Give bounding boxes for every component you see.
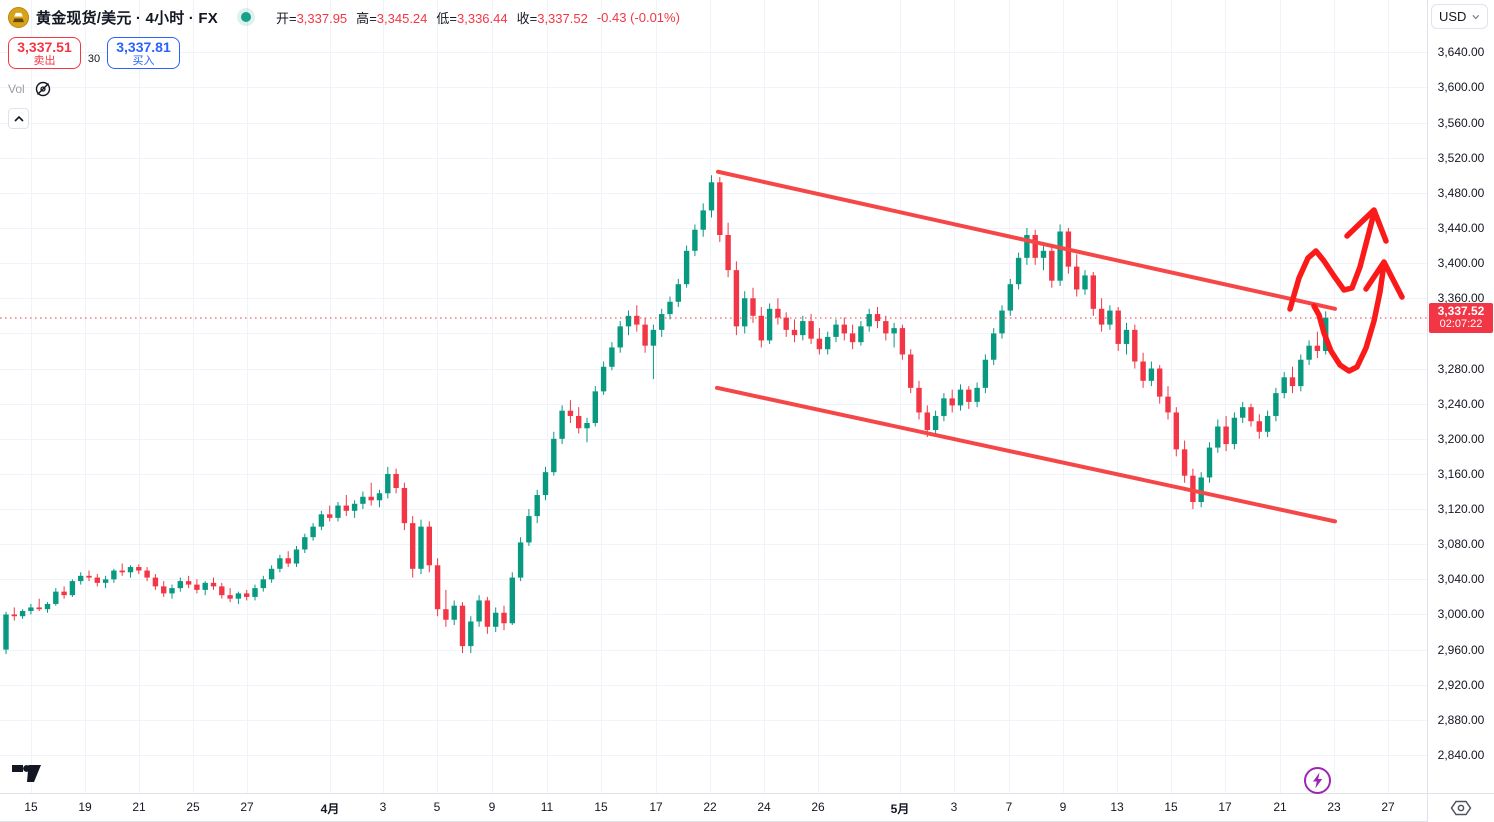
- chevron-down-icon: [1472, 14, 1480, 19]
- buy-price: 3,337.81: [116, 39, 171, 55]
- time-axis-label: 15: [24, 800, 38, 814]
- time-axis[interactable]: 15 19 21 25 27 4月 3 5 9 11 15 17 22 24 26 5月 3 7 9 13 15 17 21…: [0, 793, 1427, 822]
- ohlc-low-value: 3,336.44: [457, 10, 508, 26]
- time-axis-label: 22: [703, 800, 717, 814]
- gold-symbol-icon: [8, 6, 29, 28]
- price-axis-label: 2,840.00: [1437, 748, 1485, 763]
- chart-legend: 黄金现货/美元 · 4小时 · FX 开=3,337.95 高=3,345.24…: [8, 5, 680, 129]
- price-axis-label: 3,520.00: [1437, 150, 1485, 165]
- time-axis-label: 17: [649, 800, 663, 814]
- time-axis-label: 7: [1005, 800, 1013, 814]
- price-axis-label: 3,400.00: [1437, 256, 1485, 271]
- last-price-value: 3,337.52: [1437, 304, 1485, 318]
- ohlc-close-value: 3,337.52: [537, 10, 588, 26]
- lightning-icon: [1313, 772, 1323, 789]
- eye-off-icon[interactable]: [34, 80, 52, 98]
- price-axis-label: 3,560.00: [1437, 115, 1485, 130]
- candle-series: [3, 175, 1329, 655]
- time-axis-label: 25: [186, 800, 200, 814]
- price-axis-label: 3,160.00: [1437, 466, 1485, 481]
- spread-value: 30: [87, 53, 101, 65]
- collapse-legend-button[interactable]: [8, 108, 29, 129]
- time-axis-label: 15: [1164, 800, 1178, 814]
- market-status-icon[interactable]: [240, 12, 251, 22]
- drawn-arrow-2[interactable]: [1311, 259, 1405, 374]
- price-axis-label: 3,120.00: [1437, 502, 1485, 517]
- scale-settings-button[interactable]: [1427, 793, 1494, 822]
- time-axis-label: 21: [132, 800, 146, 814]
- sell-button[interactable]: 3,337.51 卖出: [8, 37, 81, 69]
- ohlc-close-label: 收: [516, 10, 530, 26]
- time-axis-label: 17: [1218, 800, 1232, 814]
- drawn-arrow-1[interactable]: [1287, 207, 1389, 312]
- volume-indicator-label[interactable]: Vol: [8, 82, 25, 96]
- time-axis-label: 19: [78, 800, 92, 814]
- ohlc-low-label: 低: [436, 10, 450, 26]
- time-axis-label: 21: [1273, 800, 1287, 814]
- symbol-title[interactable]: 黄金现货/美元 · 4小时 · FX: [36, 9, 218, 27]
- price-axis[interactable]: 3,640.00 3,600.00 3,560.00 3,520.00 3,480.00…: [1427, 0, 1494, 793]
- chevron-up-icon: [13, 115, 24, 122]
- price-axis-label: 3,280.00: [1437, 361, 1485, 376]
- trend-channel-lower-line[interactable]: [715, 385, 1337, 524]
- currency-value: USD: [1439, 9, 1467, 24]
- chart-gridlines: [0, 0, 1427, 793]
- time-axis-label: 3: [379, 800, 387, 814]
- price-axis-label: 2,960.00: [1437, 642, 1485, 657]
- time-axis-label: 26: [811, 800, 825, 814]
- trade-panel: 3,337.51 卖出 30 3,337.81 买入: [8, 37, 680, 69]
- price-axis-label: 3,480.00: [1437, 185, 1485, 200]
- tradingview-logo[interactable]: [12, 763, 42, 783]
- gear-hexagon-icon: [1450, 800, 1472, 816]
- last-price-badge: 3,337.52 02:07:22: [1429, 303, 1493, 333]
- time-axis-label: 5月: [890, 802, 910, 816]
- ohlc-open-label: 开: [275, 10, 289, 26]
- ohlc-high-label: 高: [356, 10, 370, 26]
- time-axis-label: 9: [488, 800, 496, 814]
- time-axis-label: 24: [757, 800, 771, 814]
- trend-channel-upper-line[interactable]: [716, 169, 1337, 311]
- sell-label: 卖出: [33, 55, 56, 67]
- price-axis-label: 3,360.00: [1437, 291, 1485, 306]
- price-axis-label: 3,600.00: [1437, 80, 1485, 95]
- time-axis-label: 5: [433, 800, 441, 814]
- sell-price: 3,337.51: [17, 39, 72, 55]
- currency-selector[interactable]: USD: [1431, 4, 1488, 29]
- volume-indicator-row: Vol: [8, 80, 680, 98]
- price-axis-label: 3,440.00: [1437, 220, 1485, 235]
- buy-button[interactable]: 3,337.81 买入: [107, 37, 180, 69]
- candlestick-chart[interactable]: [0, 0, 1427, 793]
- ohlc-values: 开=3,337.95 高=3,345.24 低=3,336.44 收=3,337…: [275, 9, 680, 26]
- time-axis-label: 13: [1110, 800, 1124, 814]
- time-axis-label: 23: [1327, 800, 1341, 814]
- time-axis-label: 27: [1381, 800, 1395, 814]
- time-axis-label: 11: [540, 800, 554, 814]
- price-axis-label: 3,640.00: [1437, 45, 1485, 60]
- price-axis-label: 3,240.00: [1437, 396, 1485, 411]
- bar-countdown: 02:07:22: [1439, 318, 1483, 330]
- time-axis-label: 4月: [320, 802, 340, 816]
- price-axis-label: 3,000.00: [1437, 607, 1485, 622]
- time-axis-label: 9: [1059, 800, 1067, 814]
- time-axis-label: 15: [594, 800, 608, 814]
- ohlc-high-value: 3,345.24: [376, 10, 428, 26]
- price-axis-label: 3,040.00: [1437, 572, 1485, 587]
- time-axis-label: 3: [950, 800, 958, 814]
- price-axis-label: 3,200.00: [1437, 431, 1485, 446]
- buy-label: 买入: [132, 55, 155, 67]
- ohlc-change-value: -0.43 (-0.01%): [596, 9, 680, 25]
- price-axis-label: 2,920.00: [1437, 677, 1485, 692]
- price-axis-label: 2,880.00: [1437, 712, 1485, 727]
- time-axis-label: 27: [240, 800, 254, 814]
- lightning-button[interactable]: [1303, 766, 1332, 795]
- price-axis-label: 3,080.00: [1437, 537, 1485, 552]
- ohlc-open-value: 3,337.95: [296, 10, 348, 26]
